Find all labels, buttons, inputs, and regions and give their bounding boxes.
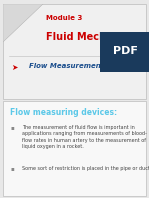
Text: The measurement of fluid flow is important in
applications ranging from measurem: The measurement of fluid flow is importa…: [22, 125, 146, 149]
Polygon shape: [3, 4, 43, 42]
FancyBboxPatch shape: [100, 32, 149, 72]
Text: ➤: ➤: [12, 63, 18, 72]
Text: ▪: ▪: [10, 125, 14, 130]
Text: PDF: PDF: [113, 47, 138, 56]
Polygon shape: [3, 4, 43, 42]
Text: Some sort of restriction is placed in the pipe or duct: Some sort of restriction is placed in th…: [22, 166, 149, 171]
FancyBboxPatch shape: [3, 4, 146, 99]
FancyBboxPatch shape: [3, 101, 146, 196]
Text: Flow measuring devices:: Flow measuring devices:: [10, 108, 117, 117]
Text: ▪: ▪: [10, 166, 14, 171]
Text: Flow Measurement: Flow Measurement: [29, 63, 104, 69]
Text: Module 3: Module 3: [46, 15, 82, 21]
Polygon shape: [3, 4, 43, 42]
Text: Fluid Mechanics: Fluid Mechanics: [46, 32, 134, 43]
